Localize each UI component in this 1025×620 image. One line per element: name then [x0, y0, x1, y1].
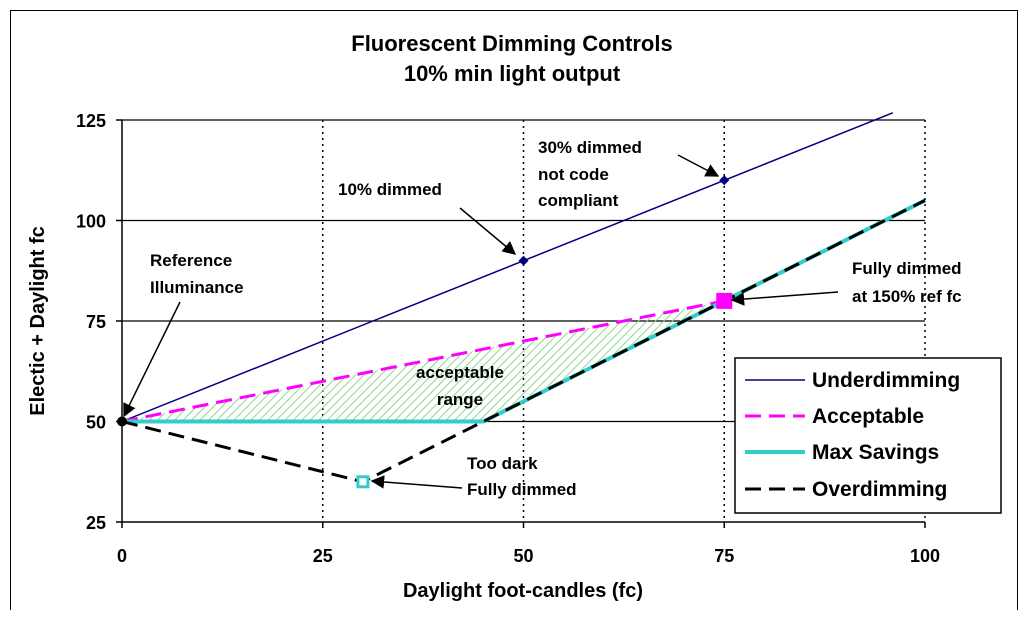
- y-tick-label: 50: [86, 413, 106, 433]
- annotation-arrow: [123, 301, 181, 418]
- y-tick-label: 25: [86, 513, 106, 533]
- acceptable-range-shading: [122, 300, 725, 422]
- acceptable-range-area: [122, 300, 725, 422]
- series-markers: [117, 175, 733, 489]
- annotation-text: compliant: [538, 191, 619, 210]
- tick-labels: 25 50 75 100 125 0 25 50 75 100: [76, 111, 940, 566]
- annotation-too-dark: Too dark Fully dimmed: [370, 454, 577, 499]
- acceptable-point-marker: [716, 292, 733, 309]
- annotation-acceptable-range: acceptable range: [416, 363, 504, 409]
- annotation-text: acceptable: [416, 363, 504, 382]
- annotation-text: Fully dimmed: [852, 259, 962, 278]
- y-tick-label: 125: [76, 111, 106, 131]
- legend-label-acceptable: Acceptable: [812, 405, 924, 428]
- annotation-10-percent-dimmed: 10% dimmed: [338, 180, 517, 255]
- annotation-30-percent-dimmed: 30% dimmed not code compliant: [538, 138, 720, 210]
- x-axis-label: Daylight foot-candles (fc): [403, 580, 643, 602]
- annotation-reference-illuminance: Reference Illuminance: [123, 251, 244, 418]
- chart-title-line-1: Fluorescent Dimming Controls: [351, 31, 672, 56]
- underdimming-point-marker: [719, 175, 730, 186]
- annotation-text: Reference: [150, 251, 232, 270]
- annotation-text: Fully dimmed: [467, 480, 577, 499]
- legend-label-overdimming: Overdimming: [812, 478, 947, 501]
- x-tick-label: 100: [910, 546, 940, 566]
- annotation-fully-dimmed-150: Fully dimmed at 150% ref fc: [730, 259, 962, 306]
- legend-box: [734, 357, 1002, 514]
- chart-frame: [10, 10, 1018, 610]
- legend-label-underdimming: Underdimming: [812, 369, 960, 392]
- legend-label-max-savings: Max Savings: [812, 441, 939, 464]
- chart-title-line-2: 10% min light output: [404, 61, 621, 86]
- legend: Underdimming Acceptable Max Savings Over…: [734, 357, 1002, 514]
- annotation-text: 10% dimmed: [338, 180, 442, 199]
- y-tick-label: 100: [76, 212, 106, 232]
- series-line-max-savings: [122, 198, 926, 424]
- axes: [116, 119, 926, 528]
- annotation-text: Too dark: [467, 454, 538, 473]
- annotation-text: not code: [538, 165, 609, 184]
- overdimming-point-marker: [356, 475, 370, 489]
- annotation-text: 30% dimmed: [538, 138, 642, 157]
- underdimming-point-marker: [518, 255, 529, 266]
- x-tick-label: 25: [313, 546, 333, 566]
- reference-point-marker: [117, 416, 127, 427]
- annotation-text: Illuminance: [150, 278, 244, 297]
- y-tick-label: 75: [86, 312, 106, 332]
- series-line-acceptable: [121, 299, 725, 423]
- annotation-arrow: [370, 475, 463, 489]
- series-line-underdimming: [121, 112, 894, 423]
- annotation-arrow: [677, 154, 720, 177]
- x-tick-label: 0: [117, 546, 127, 566]
- annotation-text: at 150% ref fc: [852, 287, 962, 306]
- y-axis-label: Electic + Daylight fc: [27, 226, 49, 416]
- annotation-arrow: [459, 207, 517, 255]
- x-tick-label: 50: [513, 546, 533, 566]
- annotation-arrow: [730, 291, 839, 306]
- annotation-text: range: [437, 390, 483, 409]
- x-tick-label: 75: [714, 546, 734, 566]
